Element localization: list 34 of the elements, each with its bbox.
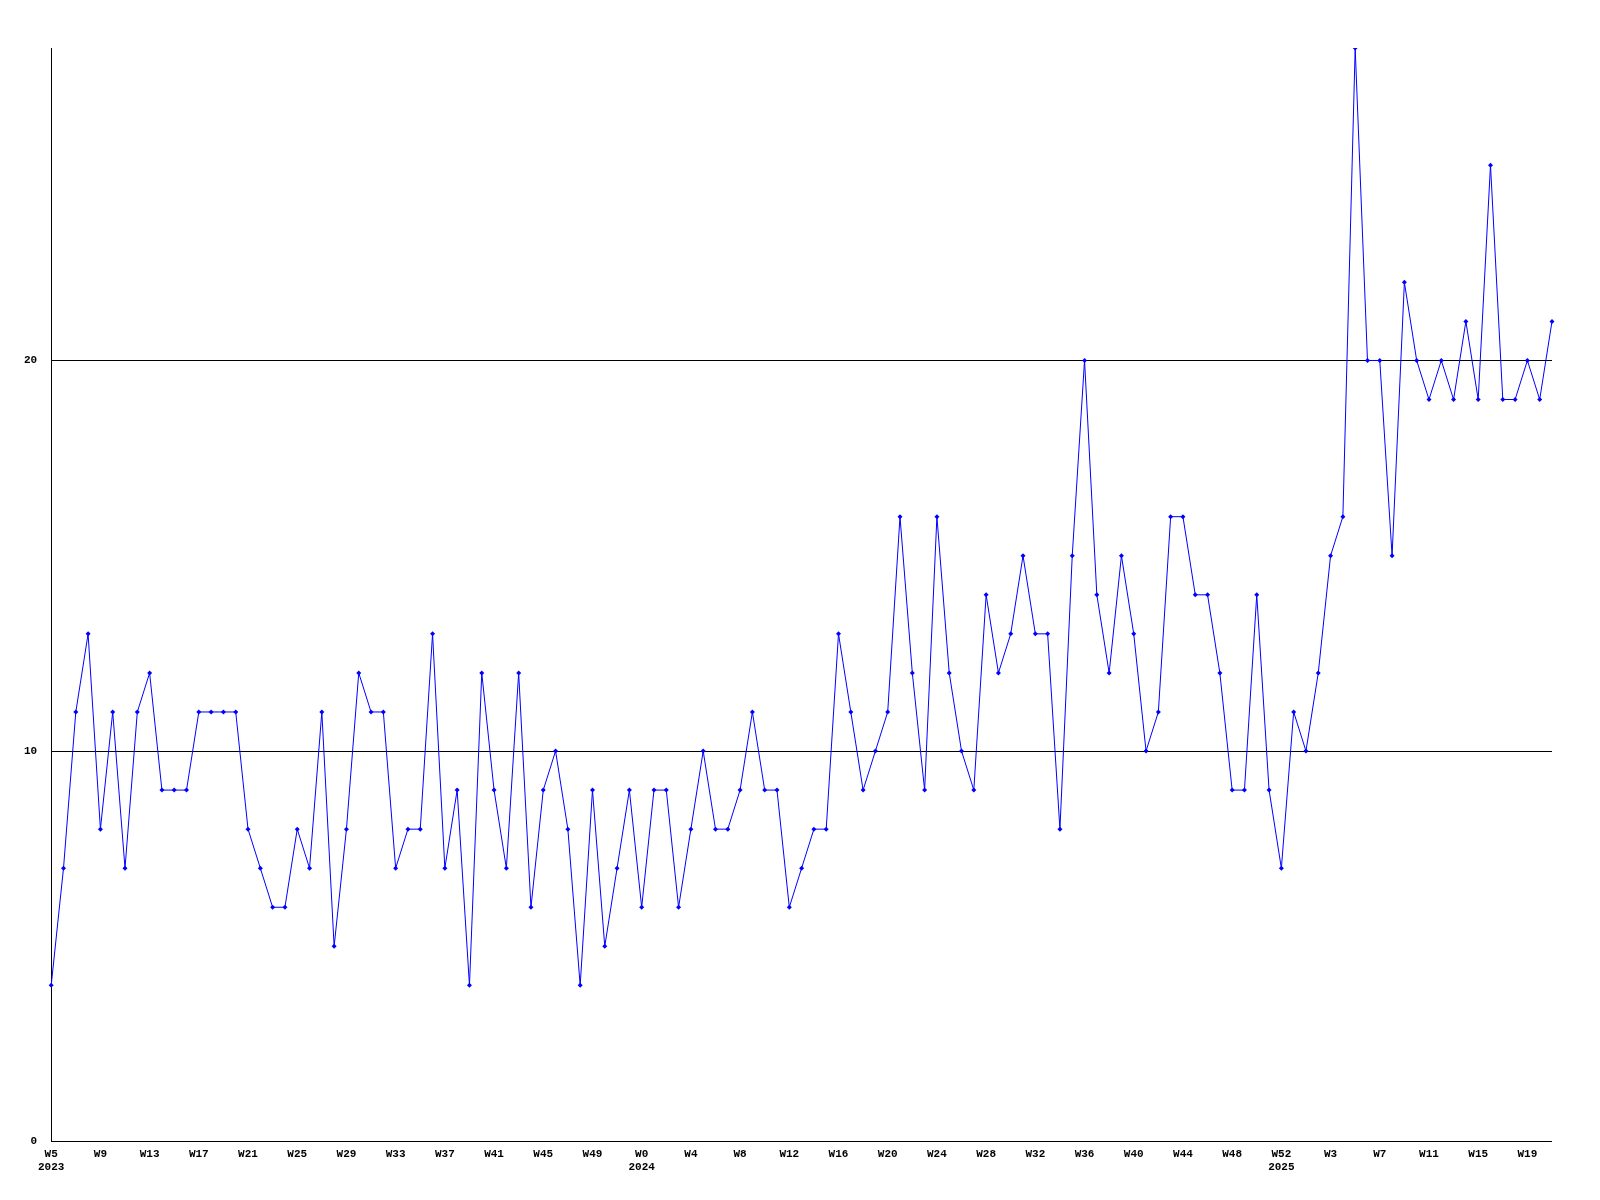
x-tick-label: W17 — [188, 1147, 209, 1160]
x-tick-label: W36 — [1074, 1147, 1095, 1160]
x-tick-label: W15 — [1468, 1147, 1489, 1160]
x-tick-label: W49 — [582, 1147, 603, 1160]
x-tick-label: W44 — [1173, 1147, 1194, 1160]
x-tick-label: W45 — [533, 1147, 554, 1160]
x-tick-label: W7 — [1373, 1147, 1387, 1160]
x-tick-label: W25 — [287, 1147, 308, 1160]
x-tick-label: W11 — [1419, 1147, 1440, 1160]
x-tick-label: W8 — [733, 1147, 748, 1160]
x-tick-label: W4 — [684, 1147, 698, 1160]
x-tick-label: W12 — [779, 1147, 800, 1160]
x-tick-label: W3 — [1323, 1147, 1338, 1160]
x-tick-label: W20 — [877, 1147, 898, 1160]
y-tick-label: 0 — [30, 1135, 38, 1148]
x-tick-label: W13 — [139, 1147, 160, 1160]
x-tick-label: W40 — [1123, 1147, 1144, 1160]
x-tick-label: W19 — [1517, 1147, 1538, 1160]
x-tick-label: W9 — [93, 1147, 108, 1160]
y-tick-label: 10 — [24, 744, 38, 757]
x-tick-label: W29 — [336, 1147, 357, 1160]
x-tick-label: W37 — [434, 1147, 455, 1160]
y-tick-label: 20 — [24, 354, 38, 367]
x-tick-label: W41 — [484, 1147, 505, 1160]
x-tick-label: W52 2025 — [1268, 1147, 1295, 1174]
x-tick-label: W24 — [927, 1147, 948, 1160]
x-tick-label: W33 — [385, 1147, 406, 1160]
x-tick-label: W21 — [238, 1147, 259, 1160]
x-tick-label: W0 2024 — [628, 1147, 656, 1174]
x-tick-label: W16 — [828, 1147, 849, 1160]
x-tick-label: W28 — [976, 1147, 997, 1160]
x-tick-label: W48 — [1222, 1147, 1243, 1160]
x-tick-label: W5 2023 — [38, 1147, 65, 1174]
x-tick-label: W32 — [1025, 1147, 1046, 1160]
